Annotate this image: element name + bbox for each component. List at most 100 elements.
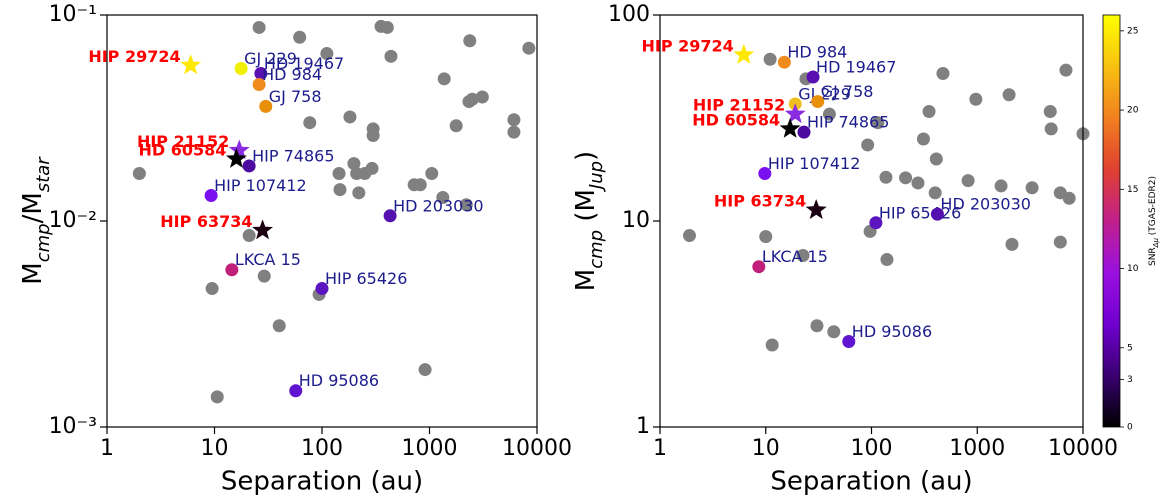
x-axis-label: Separation (au) [221, 467, 423, 497]
labeled-point [259, 99, 273, 113]
labeled-point [869, 216, 883, 230]
data-point [320, 47, 334, 61]
star-marker [180, 54, 202, 75]
point-label: HIP 74865 [252, 146, 334, 165]
labeled-point [806, 70, 820, 84]
data-point [916, 132, 930, 146]
colorbar-tick-label: 20 [1127, 106, 1139, 116]
colorbar [1102, 14, 1121, 428]
data-point [425, 167, 439, 181]
point-label: GJ 758 [821, 82, 874, 101]
x-tick-label: 1 [653, 436, 667, 461]
axes-frame [659, 14, 1084, 428]
star-marker [784, 103, 806, 124]
data-point [475, 90, 489, 104]
axis-label-subscript: cmp [33, 223, 54, 262]
data-point [879, 170, 893, 184]
labeled-point [234, 61, 248, 75]
data-point [132, 167, 146, 181]
point-label: HIP 65426 [325, 269, 407, 288]
point-label: GJ 229 [798, 84, 851, 103]
x-tick-label: 1000 [402, 436, 458, 461]
y-axis-label: Mcmp (MJup) [571, 151, 607, 291]
point-label: HIP 107412 [768, 154, 861, 173]
axis-label-part: /M [18, 192, 48, 223]
point-label: HD 95086 [299, 371, 379, 390]
point-label: HD 95086 [852, 322, 932, 341]
labeled-point [315, 282, 329, 296]
colorbar-tick-label: 15 [1127, 185, 1138, 195]
data-point [1053, 235, 1067, 249]
data-point [522, 41, 536, 55]
data-point [459, 198, 473, 212]
point-label: HD 19467 [816, 58, 896, 77]
star-marker [805, 199, 827, 219]
axis-label-subscript: star [33, 156, 54, 192]
y-tick-label: 1 [636, 414, 650, 439]
labeled-point [225, 263, 239, 277]
colorbar-tick-label: 5 [1127, 343, 1133, 353]
data-point [384, 49, 398, 63]
data-point [961, 174, 975, 188]
data-point [1062, 191, 1076, 205]
star-label: HIP 21152 [693, 96, 785, 115]
data-point [929, 152, 943, 166]
data-point [507, 113, 521, 127]
star-label: HIP 21152 [137, 132, 229, 151]
x-tick-label: 10 [201, 436, 229, 461]
point-label: HIP 74865 [807, 113, 889, 132]
star-label: HD 60584 [692, 110, 780, 129]
x-axis-label: Separation (au) [770, 467, 972, 497]
data-point [347, 157, 361, 171]
labeled-point [383, 209, 397, 223]
y-tick-label: 100 [608, 2, 650, 27]
colorbar-tick-label: 10 [1127, 264, 1139, 274]
axis-label-part: ) [571, 151, 601, 161]
data-point [205, 282, 219, 296]
data-point [210, 390, 224, 404]
star-marker [733, 43, 755, 64]
star-label: HIP 63734 [160, 212, 252, 231]
point-label: HD 984 [787, 43, 847, 62]
data-point [899, 171, 913, 185]
data-point [827, 325, 841, 339]
data-point [242, 229, 256, 243]
data-point [413, 178, 427, 192]
data-point [436, 191, 450, 205]
x-tick-label: 10000 [502, 436, 572, 461]
point-label: GJ 758 [269, 87, 322, 106]
axis-label-part: (TGAS-EDR2) [1148, 176, 1158, 238]
data-point [1044, 122, 1058, 136]
data-point [969, 92, 983, 106]
star-label: HIP 29724 [88, 47, 180, 66]
x-tick-label: 100 [851, 436, 893, 461]
x-tick-label: 10 [752, 436, 780, 461]
axes-frame [106, 14, 538, 428]
data-point [352, 186, 366, 200]
data-point [1059, 63, 1073, 77]
point-label: HD 203030 [393, 196, 484, 215]
star-marker [779, 117, 801, 138]
data-point [763, 52, 777, 66]
data-point [366, 129, 380, 143]
data-point [252, 20, 266, 34]
colorbar-tick-label: 0 [1127, 423, 1133, 433]
data-point [822, 107, 836, 121]
y-tick-label: 10⁻² [49, 208, 97, 233]
data-point [1043, 105, 1057, 119]
x-tick-label: 100 [301, 436, 343, 461]
point-label: HD 203030 [940, 195, 1031, 214]
data-point [871, 116, 885, 130]
axis-label-part: (M [571, 189, 601, 230]
point-label: HIP 107412 [214, 176, 307, 195]
data-point [293, 30, 307, 44]
labeled-point [930, 207, 944, 221]
axis-label-part: M [18, 262, 48, 284]
point-label: HD 19467 [264, 54, 344, 73]
data-point [810, 319, 824, 333]
y-tick-label: 10 [622, 208, 650, 233]
data-point [449, 119, 463, 133]
